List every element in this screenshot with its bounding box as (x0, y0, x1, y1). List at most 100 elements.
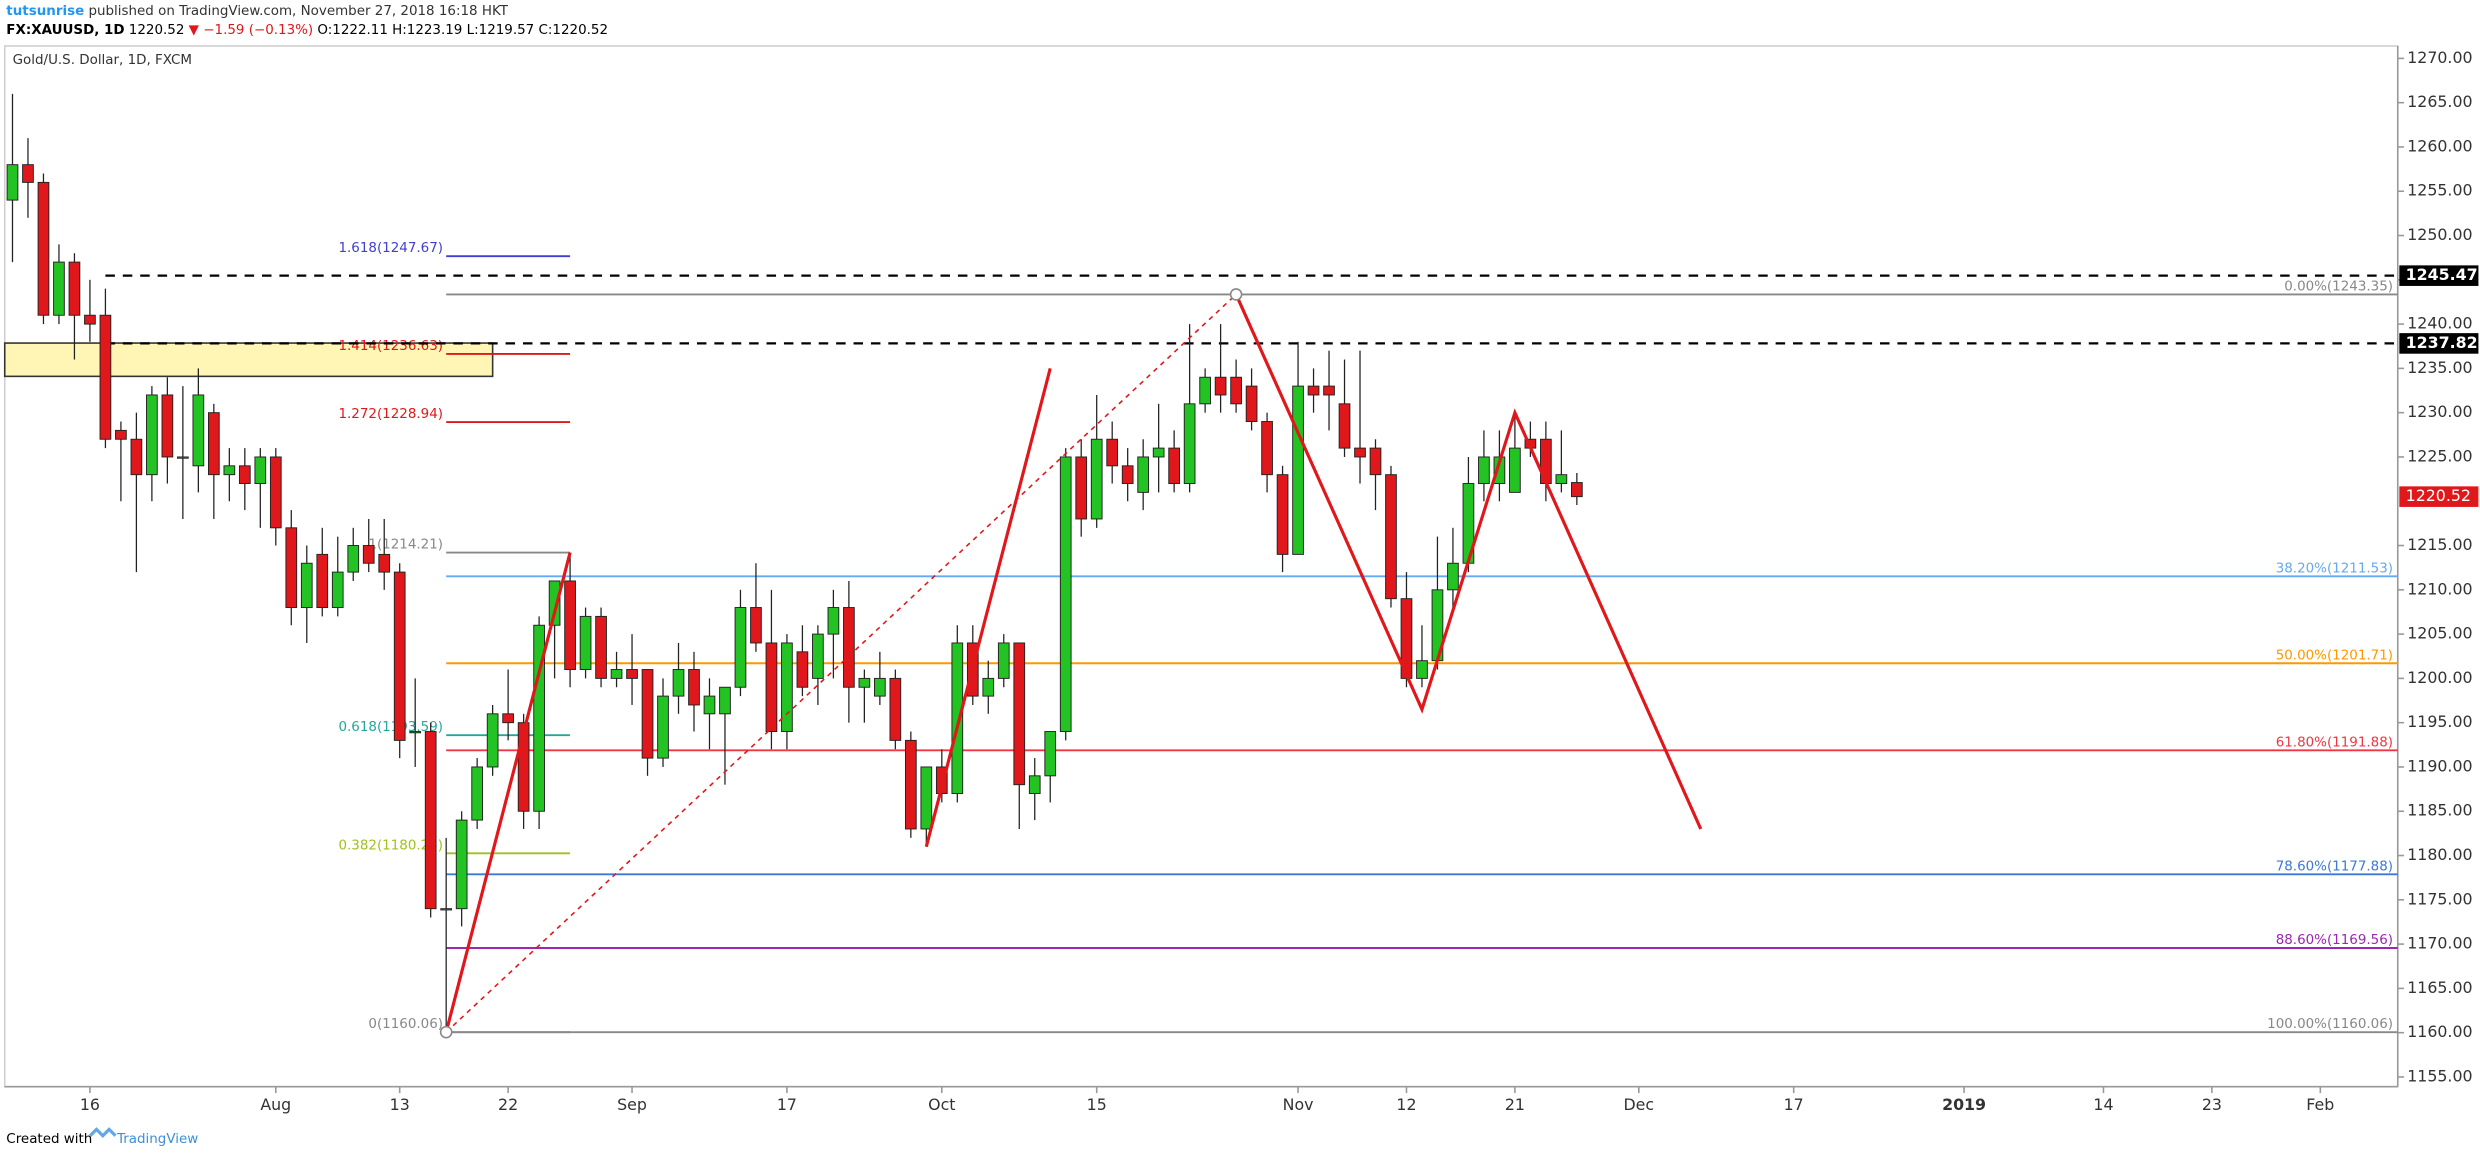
candle-body (1292, 385, 1304, 555)
x-tick-label: 13 (390, 1095, 410, 1114)
candle-body (285, 527, 298, 609)
trend-line (1234, 293, 1703, 830)
candle-body (22, 164, 34, 183)
candle-body (1183, 403, 1196, 485)
fib-ext-label: 1(1214.21) (368, 538, 443, 553)
candle-body (626, 669, 638, 679)
fib-ext-label: 1.272(1228.94) (338, 407, 443, 422)
candle-body (1478, 456, 1490, 485)
candle-body (1276, 474, 1289, 555)
candle-body (409, 731, 422, 734)
x-tick-label: Feb (2306, 1095, 2334, 1114)
candle-body (781, 642, 793, 733)
candle-body (1013, 642, 1026, 786)
candle-body (502, 713, 514, 724)
candle-body (533, 624, 545, 812)
candle-body (99, 314, 112, 440)
brand-logo (89, 1127, 117, 1138)
candle-body (378, 553, 391, 573)
fib-ext-label: 1.414(1236.63) (338, 339, 443, 354)
y-tick-label: 1175.00 (2407, 889, 2472, 908)
candle-body (1369, 447, 1382, 476)
last-price-tag (2399, 486, 2479, 507)
candle-body (37, 181, 50, 316)
fib-ext-label: 1.618(1247.67) (338, 241, 443, 256)
y-tick-label: 1210.00 (2407, 579, 2472, 598)
trend-line (924, 367, 1052, 848)
anchor (1229, 288, 1243, 301)
candle-body (269, 456, 282, 529)
candle-body (997, 642, 1010, 679)
candle-body (1416, 660, 1428, 679)
candle-body (843, 607, 855, 688)
publisher[interactable]: tutsunrise (6, 4, 84, 19)
candle-body (223, 465, 236, 476)
price-level-tag (2399, 265, 2479, 286)
candle-body (424, 731, 437, 910)
candle-body (115, 429, 127, 440)
candle-body (1059, 456, 1072, 733)
candle-body (1307, 385, 1320, 396)
ohlc-l: L:1219.57 (467, 23, 535, 38)
y-tick-label: 1200.00 (2407, 668, 2472, 687)
x-tick-label: Nov (1283, 1095, 1314, 1114)
change: ▼ −1.59 (−0.13%) (189, 23, 313, 38)
candle-body (146, 394, 158, 476)
y-tick-label: 1185.00 (2407, 801, 2472, 820)
y-tick-label: 1170.00 (2407, 934, 2472, 953)
x-tick-label: 21 (1505, 1095, 1525, 1114)
candle-body (300, 562, 313, 609)
candle-body (1214, 376, 1227, 396)
candle-body (1152, 447, 1165, 458)
candle-body (254, 456, 267, 485)
candle-body (207, 412, 220, 476)
candle-body (920, 766, 933, 830)
candle-body (750, 607, 762, 644)
candle-body (935, 766, 948, 795)
candle-body (1509, 447, 1521, 493)
anchor (439, 1025, 453, 1039)
x-tick-label: Aug (260, 1095, 291, 1114)
candle-body (951, 642, 964, 795)
candle-body (68, 261, 81, 316)
x-tick-label: 17 (1784, 1095, 1804, 1114)
candle-body (703, 695, 716, 715)
candle-body (316, 553, 329, 609)
candle-body (1137, 456, 1150, 493)
footer-created: Created with (6, 1132, 92, 1147)
x-tick-label: 22 (498, 1095, 518, 1114)
y-tick-label: 1195.00 (2407, 712, 2472, 731)
y-tick-label: 1215.00 (2407, 535, 2472, 554)
candle-body (1338, 403, 1351, 449)
y-tick-label: 1260.00 (2407, 136, 2472, 155)
fib-label: 0.00%(1243.35) (2284, 280, 2393, 295)
candle-body (1075, 456, 1088, 520)
candle-body (889, 677, 902, 741)
candle-body (53, 261, 65, 316)
candle-body (161, 394, 174, 458)
candle-body (177, 456, 189, 459)
candle-body (1106, 438, 1119, 467)
footer-brand[interactable]: TradingView (116, 1132, 198, 1147)
candle-body (1385, 474, 1397, 600)
candle-body (641, 669, 654, 759)
price-level-label: 1245.47 (2406, 265, 2478, 284)
candle-body (579, 615, 592, 671)
price-level-label: 1237.82 (2406, 333, 2478, 352)
x-tick-label: Oct (928, 1095, 955, 1114)
last-price-label: 1220.52 (2406, 486, 2471, 505)
ohlc-c: C:1220.52 (539, 23, 608, 38)
fib-ext-label: 0.382(1180.25) (338, 838, 443, 853)
y-tick-label: 1250.00 (2407, 225, 2472, 244)
published: published on TradingView.com, November 2… (88, 4, 508, 19)
candle-body (1168, 447, 1180, 485)
candle-body (347, 545, 360, 573)
candle-body (517, 722, 530, 812)
candle-body (610, 669, 623, 679)
y-tick-label: 1255.00 (2407, 181, 2472, 200)
x-tick-label: 14 (2093, 1095, 2113, 1114)
candle-body (486, 713, 499, 768)
y-tick-label: 1270.00 (2407, 48, 2472, 67)
fib-label: 78.60%(1177.88) (2276, 859, 2393, 874)
